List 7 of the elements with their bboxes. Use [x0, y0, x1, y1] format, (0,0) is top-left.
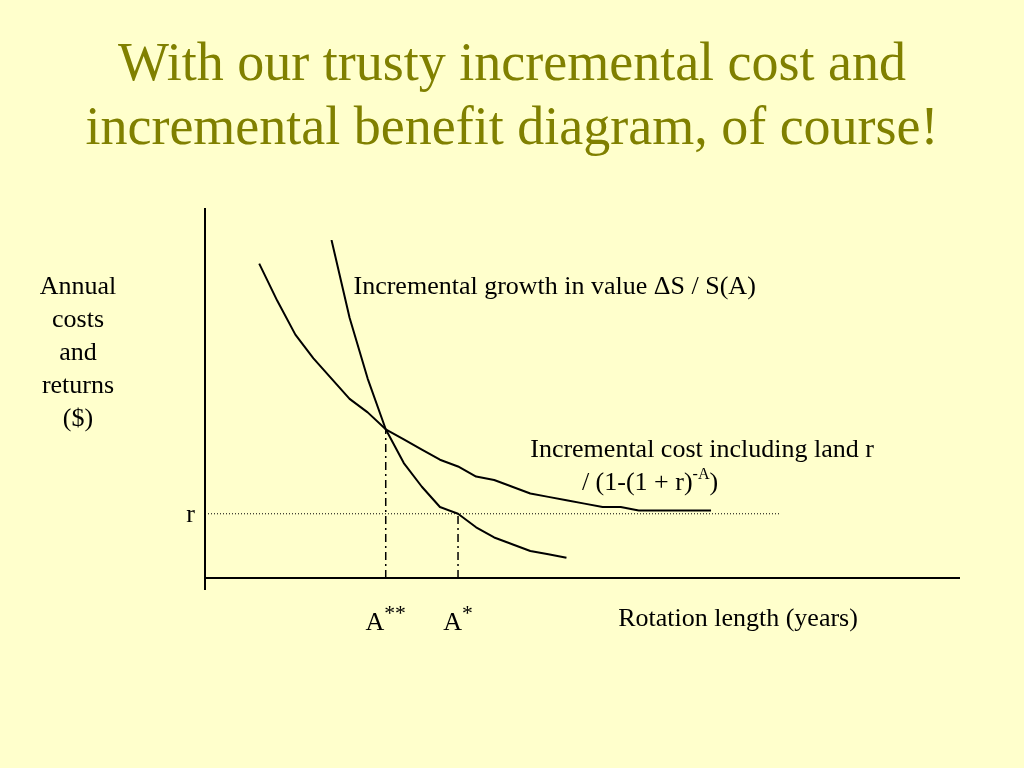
x-tick-label: A$^{*}$ — [443, 600, 473, 637]
chart-title: With our trusty incremental cost and incremental benefit diagram, of course! — [85, 32, 939, 156]
x-tick-label: A$^{**}$ — [365, 600, 406, 637]
y-axis-title: Annual costs and returns ($) — [39, 271, 117, 432]
series-label: Incremental growth in value ΔS / S(A) — [353, 271, 756, 300]
x-axis-title: Rotation length (years) — [618, 603, 858, 632]
ref-line-label: r — [186, 498, 196, 528]
